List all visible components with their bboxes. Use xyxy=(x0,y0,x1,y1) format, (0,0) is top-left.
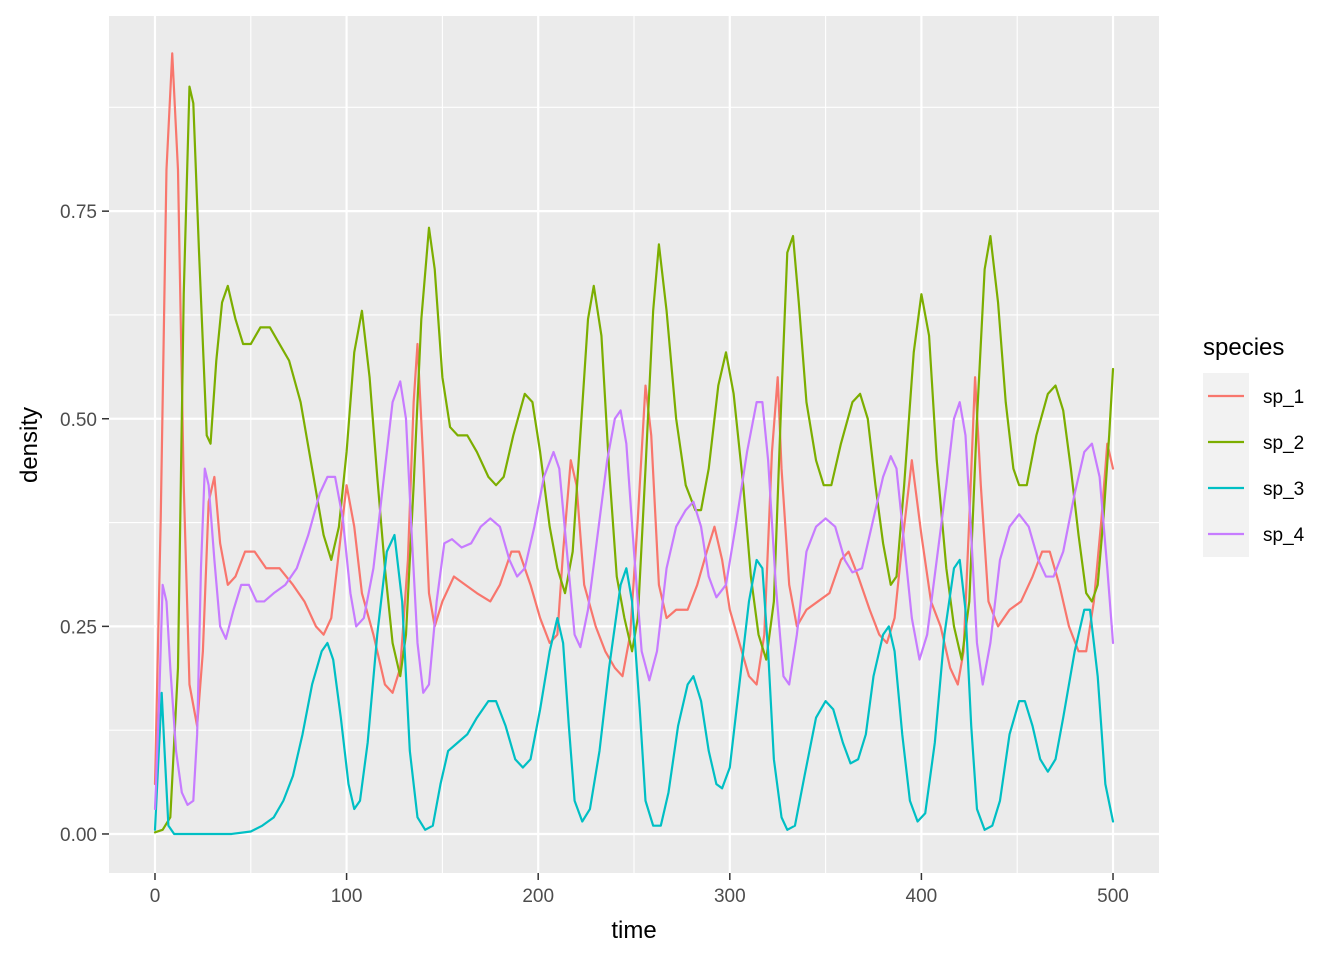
y-axis: 0.00 0.25 0.50 0.75 xyxy=(60,202,109,846)
series-line-sp-1 xyxy=(153,52,1115,786)
x-tick-label: 500 xyxy=(1097,886,1129,907)
x-axis-title: time xyxy=(611,917,656,944)
series-line-sp-2 xyxy=(153,85,1115,834)
x-tick-label: 300 xyxy=(714,886,746,907)
legend-title: species xyxy=(1203,334,1284,361)
y-axis-title: density xyxy=(16,407,43,483)
series-line-sp-3 xyxy=(153,533,1115,836)
x-tick-label: 0 xyxy=(150,886,161,907)
y-tick-label: 0.00 xyxy=(60,825,97,846)
legend-label-sp-2: sp_2 xyxy=(1263,433,1304,454)
legend-label-sp-4: sp_4 xyxy=(1263,525,1305,546)
y-tick-label: 0.50 xyxy=(60,410,97,431)
x-axis: 0 100 200 300 400 500 xyxy=(150,873,1129,907)
x-tick-label: 200 xyxy=(522,886,554,907)
legend: species sp_1 sp_2 sp_3 sp_4 xyxy=(1203,334,1305,557)
legend-items: sp_1 sp_2 sp_3 sp_4 xyxy=(1208,387,1305,546)
legend-label-sp-1: sp_1 xyxy=(1263,387,1304,408)
series-line-sp-4 xyxy=(153,380,1115,811)
y-tick-label: 0.25 xyxy=(60,617,97,638)
legend-key-background xyxy=(1203,373,1249,557)
series-lines xyxy=(153,52,1115,836)
legend-label-sp-3: sp_3 xyxy=(1263,479,1304,500)
y-tick-label: 0.75 xyxy=(60,202,97,223)
x-tick-label: 400 xyxy=(906,886,938,907)
x-tick-label: 100 xyxy=(331,886,363,907)
